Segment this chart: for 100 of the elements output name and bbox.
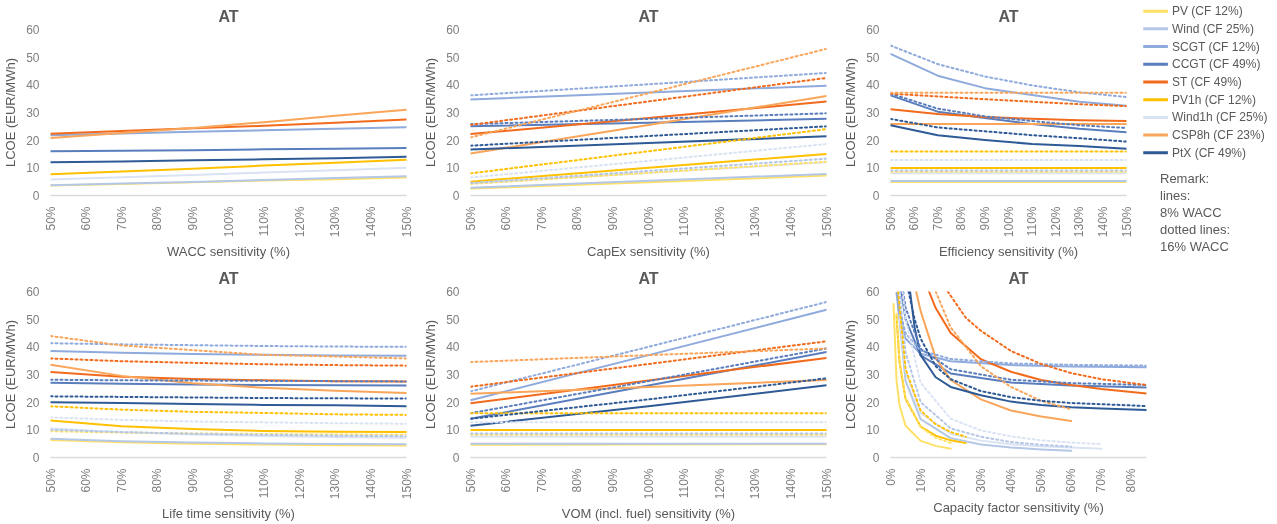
x-tick-label: 90% bbox=[605, 468, 620, 493]
y-tick-label: 30 bbox=[26, 106, 40, 120]
x-tick-label: 60% bbox=[499, 206, 514, 231]
x-tick-label: 10% bbox=[913, 468, 928, 493]
y-tick-label: 50 bbox=[446, 50, 460, 65]
y-tick-label: 60 bbox=[446, 285, 460, 299]
x-tick-label: 50% bbox=[43, 206, 58, 231]
x-tick-label: 150% bbox=[819, 468, 834, 500]
x-tick-label: 110% bbox=[257, 468, 272, 499]
x-axis-title: Capacity factor sensitivity (%) bbox=[933, 499, 1104, 515]
x-tick-label: 120% bbox=[292, 468, 307, 500]
x-tick-label: 60% bbox=[1064, 468, 1079, 493]
y-tick-label: 30 bbox=[26, 368, 40, 382]
y-axis-title: LCOE (EUR/MWh) bbox=[843, 319, 859, 430]
y-tick-label: 40 bbox=[446, 340, 460, 355]
chart-title: AT bbox=[638, 269, 659, 287]
y-tick-label: 0 bbox=[32, 189, 40, 203]
x-tick-label: 100% bbox=[1001, 206, 1016, 238]
x-tick-label: 130% bbox=[1072, 206, 1087, 238]
text: Remark: bbox=[1160, 171, 1210, 186]
x-tick-label: 60% bbox=[907, 206, 922, 231]
y-tick-label: 10 bbox=[866, 161, 880, 176]
x-tick-label: 140% bbox=[783, 468, 798, 500]
x-tick-label: 70% bbox=[114, 206, 129, 231]
x-tick-label: 90% bbox=[185, 206, 200, 231]
x-tick-label: 140% bbox=[783, 206, 798, 238]
x-tick-label: 80% bbox=[150, 468, 165, 493]
y-tick-label: 40 bbox=[866, 340, 880, 355]
y-tick-label: 10 bbox=[446, 423, 460, 438]
y-tick-label: 0 bbox=[452, 189, 460, 203]
x-tick-label: 80% bbox=[570, 206, 585, 231]
text: lines: bbox=[1160, 188, 1191, 203]
y-tick-label: 60 bbox=[446, 23, 460, 37]
x-tick-label: 60% bbox=[79, 468, 94, 493]
x-tick-label: 140% bbox=[363, 206, 378, 238]
x-tick-label: 70% bbox=[1094, 468, 1109, 493]
x-tick-label: 100% bbox=[641, 468, 656, 500]
y-tick-label: 50 bbox=[866, 50, 880, 65]
legend-label: Wind1h (CF 25%) bbox=[1172, 110, 1268, 125]
y-axis-title: LCOE (EUR/MWh) bbox=[843, 57, 859, 168]
y-tick-label: 10 bbox=[26, 161, 40, 176]
text: dotted lines: bbox=[1160, 222, 1231, 237]
x-axis-title: WACC sensitivity (%) bbox=[166, 244, 291, 260]
y-tick-label: 20 bbox=[866, 133, 880, 148]
x-tick-label: 70% bbox=[930, 206, 945, 231]
y-tick-label: 50 bbox=[866, 312, 880, 327]
x-tick-label: 130% bbox=[328, 468, 343, 500]
x-tick-label: 110% bbox=[1025, 206, 1040, 237]
x-tick-label: 120% bbox=[712, 206, 727, 238]
x-tick-label: 40% bbox=[1003, 468, 1018, 493]
x-tick-label: 70% bbox=[534, 206, 549, 231]
x-tick-label: 80% bbox=[1124, 468, 1139, 493]
y-tick-label: 20 bbox=[26, 395, 40, 410]
x-axis-title: Efficiency sensitivity (%) bbox=[938, 244, 1079, 260]
y-tick-label: 50 bbox=[26, 50, 40, 65]
x-tick-label: 80% bbox=[570, 468, 585, 493]
y-tick-label: 10 bbox=[866, 423, 880, 438]
x-tick-label: 90% bbox=[977, 206, 992, 231]
y-tick-label: 60 bbox=[26, 285, 40, 299]
legend-label: PV (CF 12%) bbox=[1172, 4, 1243, 19]
y-tick-label: 20 bbox=[866, 395, 880, 410]
x-tick-label: 90% bbox=[185, 468, 200, 493]
x-tick-label: 90% bbox=[605, 206, 620, 231]
x-tick-label: 110% bbox=[257, 206, 272, 237]
y-tick-label: 60 bbox=[866, 285, 880, 299]
x-tick-label: 140% bbox=[363, 468, 378, 500]
chart-title: AT bbox=[218, 269, 239, 287]
y-tick-label: 40 bbox=[446, 78, 460, 93]
x-tick-label: 100% bbox=[221, 468, 236, 500]
y-tick-label: 0 bbox=[452, 451, 460, 465]
legend-label: PtX (CF 49%) bbox=[1172, 145, 1247, 160]
legend-label: CSP8h (CF 23%) bbox=[1172, 128, 1265, 143]
x-tick-label: 130% bbox=[748, 206, 763, 238]
y-tick-label: 60 bbox=[26, 23, 40, 37]
y-tick-label: 0 bbox=[32, 451, 40, 465]
x-axis-title: CapEx sensitivity (%) bbox=[587, 244, 710, 260]
y-tick-label: 0 bbox=[872, 451, 880, 465]
y-axis-title: LCOE (EUR/MWh) bbox=[3, 319, 19, 430]
x-tick-label: 50% bbox=[43, 468, 58, 493]
y-tick-label: 20 bbox=[26, 133, 40, 148]
chart-title: AT bbox=[1008, 269, 1029, 287]
x-tick-label: 100% bbox=[641, 206, 656, 238]
y-axis-title: LCOE (EUR/MWh) bbox=[3, 57, 19, 168]
x-tick-label: 50% bbox=[883, 206, 898, 231]
y-tick-label: 40 bbox=[26, 78, 40, 93]
y-tick-label: 10 bbox=[26, 423, 40, 438]
chart-title: AT bbox=[218, 7, 239, 25]
y-tick-label: 30 bbox=[446, 368, 460, 382]
x-tick-label: 110% bbox=[677, 206, 692, 237]
y-tick-label: 10 bbox=[446, 161, 460, 176]
x-tick-label: 150% bbox=[399, 468, 414, 500]
x-tick-label: 0% bbox=[883, 468, 898, 486]
x-tick-label: 120% bbox=[712, 468, 727, 500]
y-tick-label: 60 bbox=[866, 23, 880, 37]
y-tick-label: 30 bbox=[866, 368, 880, 382]
x-tick-label: 130% bbox=[748, 468, 763, 500]
chart-title: AT bbox=[998, 7, 1019, 25]
legend-label: ST (CF 49%) bbox=[1172, 74, 1242, 89]
x-axis-title: Life time sensitivity (%) bbox=[162, 506, 295, 522]
x-tick-label: 30% bbox=[973, 468, 988, 493]
